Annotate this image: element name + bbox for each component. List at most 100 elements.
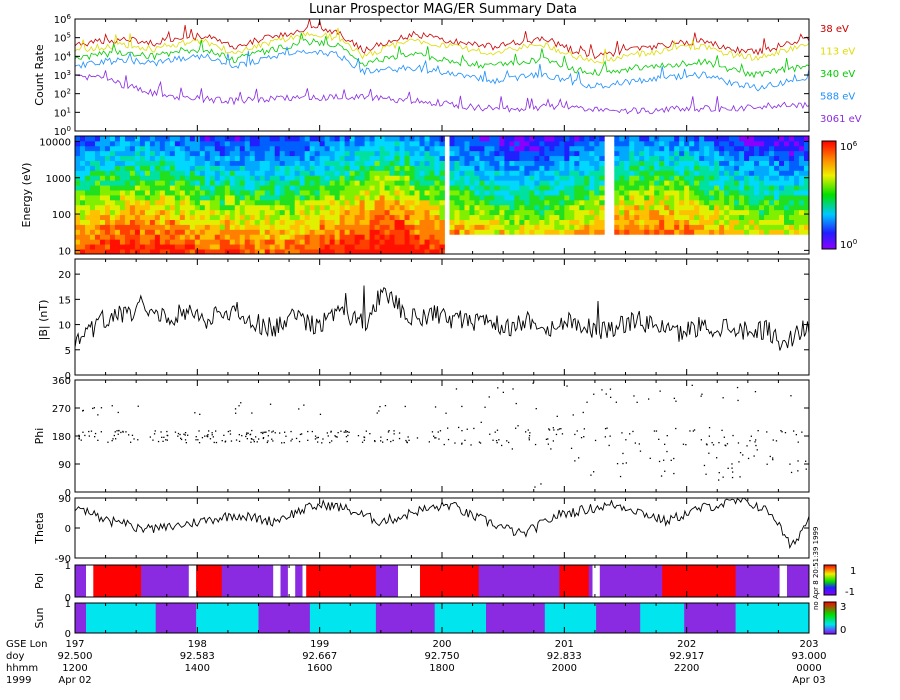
spec-cell — [279, 219, 286, 225]
y-tick-label: 105 — [54, 32, 71, 45]
spec-cell — [654, 160, 660, 166]
spec-cell — [559, 199, 565, 206]
spec-cell — [229, 190, 236, 196]
spec-cell — [759, 175, 765, 181]
spec-cell — [94, 214, 101, 220]
spec-cell — [524, 199, 530, 206]
spec-cell — [174, 229, 181, 235]
spec-cell — [559, 224, 565, 230]
spec-cell — [339, 199, 346, 206]
spec-cell — [354, 185, 361, 191]
spec-cell — [119, 155, 126, 161]
spec-cell — [639, 199, 645, 206]
spec-cell — [739, 160, 745, 166]
spec-cell — [694, 199, 700, 206]
spec-cell — [644, 204, 650, 211]
spec-cell — [334, 199, 341, 206]
spec-cell — [234, 219, 241, 225]
spec-cell — [429, 204, 435, 211]
spec-cell — [299, 239, 306, 245]
spec-cell — [634, 155, 640, 161]
spec-cell — [114, 155, 121, 161]
spec-cell — [589, 190, 595, 196]
spec-cell — [564, 150, 570, 157]
spec-cell — [409, 239, 415, 245]
spec-cell — [449, 209, 455, 216]
spec-cell — [224, 234, 231, 240]
count-rate-ylabel: Count Rate — [33, 44, 46, 106]
pol-band — [588, 565, 593, 597]
phi-point — [660, 475, 663, 477]
phi-point — [115, 438, 117, 440]
spec-cell — [174, 180, 181, 186]
spec-cell — [144, 219, 151, 225]
spec-cell — [639, 229, 645, 235]
spec-cell — [389, 170, 395, 176]
phi-point — [534, 486, 536, 488]
phi-point — [721, 429, 723, 431]
spec-cell — [489, 155, 495, 161]
spec-cell — [359, 195, 365, 201]
spec-cell — [409, 165, 415, 171]
spec-cell — [224, 145, 231, 152]
spec-cell — [774, 195, 780, 201]
spec-cell — [774, 209, 780, 216]
phi-point — [357, 435, 360, 437]
spec-cell — [269, 204, 276, 211]
spec-cell — [664, 140, 670, 147]
phi-point — [706, 444, 708, 446]
spec-cell — [699, 195, 705, 201]
phi-point — [716, 457, 718, 459]
spec-cell — [429, 224, 435, 230]
energy-colorbar-min: 100 — [840, 238, 857, 251]
spec-cell — [674, 170, 680, 176]
spec-cell — [634, 219, 640, 225]
spec-cell — [664, 185, 670, 191]
spec-cell — [769, 204, 775, 211]
spec-cell — [249, 195, 256, 201]
spec-cell — [619, 204, 625, 211]
spec-cell — [469, 229, 475, 235]
phi-point — [246, 438, 248, 440]
phi-point — [376, 412, 378, 414]
spec-cell — [219, 140, 226, 147]
spec-cell — [114, 140, 121, 147]
spec-cell — [799, 136, 805, 142]
spec-cell — [239, 199, 246, 206]
spec-cell — [624, 180, 630, 186]
spec-cell — [779, 160, 785, 166]
spec-cell — [104, 229, 111, 235]
spec-cell — [639, 219, 645, 225]
spec-cell — [94, 239, 101, 245]
spec-cell — [389, 239, 395, 245]
spec-cell — [664, 175, 670, 181]
spec-cell — [149, 249, 156, 255]
spec-cell — [84, 165, 91, 171]
phi-point — [117, 433, 119, 435]
spec-cell — [679, 150, 685, 157]
phi-point — [162, 440, 164, 442]
pol-colorbar-max: 1 — [850, 566, 856, 577]
spec-cell — [429, 195, 435, 201]
spec-cell — [669, 136, 675, 142]
spec-cell — [159, 239, 166, 245]
spec-cell — [574, 165, 580, 171]
spec-cell — [419, 136, 425, 142]
spec-cell — [164, 229, 171, 235]
spec-cell — [324, 140, 331, 147]
spec-cell — [424, 145, 430, 152]
spec-cell — [574, 150, 580, 157]
spec-cell — [299, 180, 306, 186]
spec-cell — [519, 219, 525, 225]
spec-cell — [784, 224, 790, 230]
phi-point — [545, 438, 548, 440]
spec-cell — [459, 185, 465, 191]
spec-cell — [299, 190, 306, 196]
spec-cell — [764, 209, 770, 216]
spec-cell — [409, 219, 415, 225]
spec-cell — [424, 180, 430, 186]
spec-cell — [324, 204, 331, 211]
spec-cell — [254, 170, 261, 176]
spec-cell — [124, 160, 131, 166]
spec-cell — [514, 229, 520, 235]
